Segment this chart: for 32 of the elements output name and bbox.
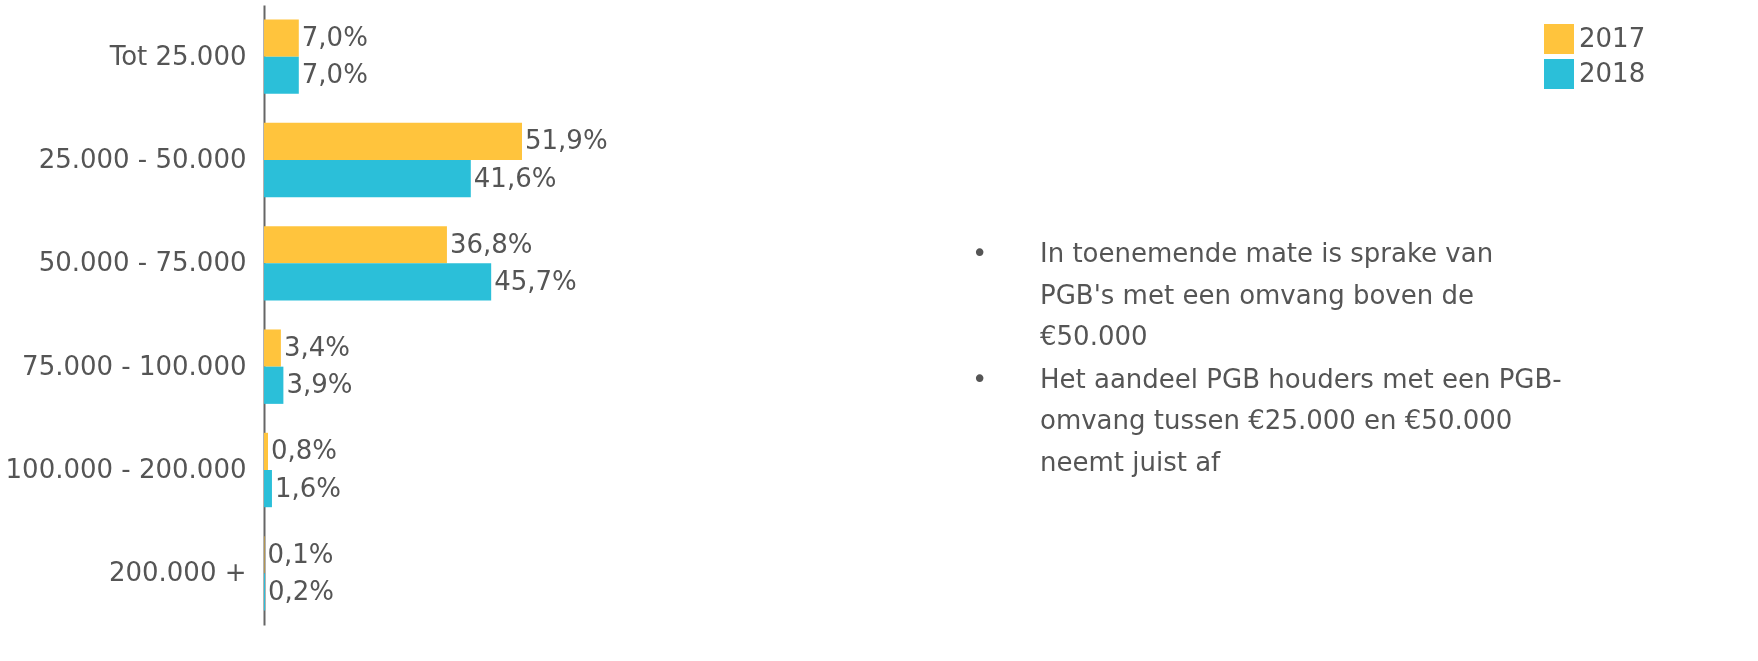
y-tick-label: 25.000 - 50.000 <box>38 144 247 174</box>
legend-label: 2018 <box>1579 58 1646 88</box>
bar <box>264 366 284 404</box>
data-label: 7,0% <box>301 22 368 53</box>
data-label: 0,8% <box>270 435 338 466</box>
bar <box>264 226 447 264</box>
bar <box>264 122 522 160</box>
bar <box>264 432 268 470</box>
data-label: 7,0% <box>301 59 368 90</box>
data-label: 1,6% <box>274 472 342 503</box>
bar <box>264 56 299 94</box>
bar <box>264 329 281 367</box>
data-label: 3,9% <box>286 369 353 400</box>
data-label: 45,7% <box>494 265 577 296</box>
text: • Het aandeel PGB houders met een PGB-omvang tussen €25.000 en €50.000 neemt juist af <box>972 363 1562 477</box>
data-label: 41,6% <box>473 162 557 193</box>
bar <box>264 263 492 301</box>
y-tick-label: 200.000 + <box>108 557 247 588</box>
bar <box>264 160 471 198</box>
data-label: 36,8% <box>449 228 533 259</box>
y-tick-label: 75.000 - 100.000 <box>22 350 247 381</box>
bar <box>264 470 272 508</box>
data-label: 3,4% <box>283 332 350 363</box>
data-label: 0,1% <box>267 538 334 569</box>
y-tick-label: Tot 25.000 <box>108 40 247 71</box>
legend-label: 2017 <box>1579 23 1646 53</box>
y-tick-label: 100.000 - 200.000 <box>5 454 247 484</box>
bar <box>264 19 299 57</box>
y-tick-label: 50.000 - 75.000 <box>38 247 247 278</box>
data-label: 0,2% <box>267 575 335 606</box>
text: • In toenemende mate is sprake van PGB's met een omvang boven de €50.000 <box>972 238 1494 351</box>
data-label: 51,9% <box>525 125 608 156</box>
